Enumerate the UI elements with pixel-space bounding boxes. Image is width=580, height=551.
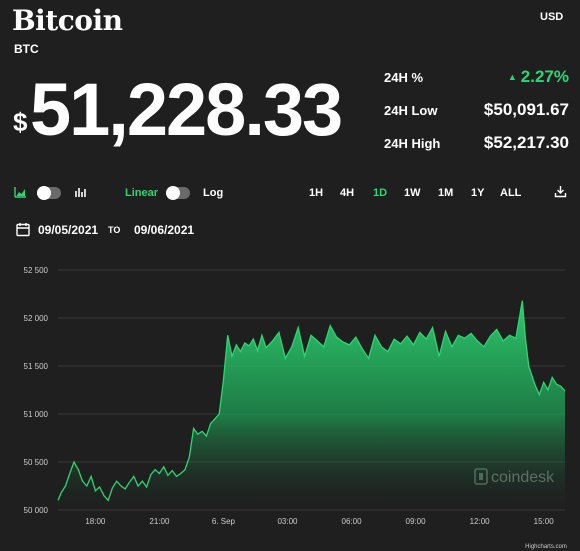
x-tick-label: 03:00 <box>277 517 298 526</box>
watermark-text: coindesk <box>491 469 555 486</box>
x-tick-label: 6. Sep <box>212 517 236 526</box>
area-chart-icon[interactable] <box>14 185 27 203</box>
download-icon[interactable] <box>554 185 567 203</box>
range-1d[interactable]: 1D <box>373 187 388 199</box>
price-currency-sign: $ <box>13 107 28 137</box>
coindesk-watermark: coindesk <box>474 468 555 486</box>
date-to-label: TO <box>108 225 121 235</box>
scale-log[interactable]: Log <box>203 187 224 199</box>
low-value: $50,091.67 <box>483 100 569 119</box>
bar-chart-icon[interactable] <box>74 185 86 203</box>
current-price: 51,228.33 <box>30 68 343 151</box>
price-area <box>58 300 565 510</box>
scale-linear[interactable]: Linear <box>125 187 159 199</box>
price-chart[interactable]: 50 000 50 500 51 000 51 500 52 000 52 500 18:… <box>0 255 580 551</box>
x-tick-label: 15:00 <box>534 517 555 526</box>
y-tick-label: 52 000 <box>24 314 49 323</box>
range-1h[interactable]: 1H <box>309 187 324 199</box>
asset-title: Bitcoin <box>12 4 123 37</box>
range-1w[interactable]: 1W <box>404 187 421 199</box>
scale-toggle[interactable] <box>166 186 190 200</box>
date-from[interactable]: 09/05/2021 <box>38 223 99 237</box>
y-tick-label: 51 500 <box>24 362 49 371</box>
up-triangle-icon: ▲ <box>507 72 517 82</box>
x-tick-label: 09:00 <box>406 517 427 526</box>
x-tick-label: 21:00 <box>149 517 170 526</box>
x-tick-label: 18:00 <box>85 517 106 526</box>
y-axis: 50 000 50 500 51 000 51 500 52 000 52 500 <box>24 266 49 515</box>
range-1y[interactable]: 1Y <box>471 187 485 199</box>
low-label: 24H Low <box>384 103 438 118</box>
date-to[interactable]: 09/06/2021 <box>134 223 195 237</box>
chart-type-toggle[interactable] <box>37 186 61 200</box>
y-tick-label: 50 500 <box>24 458 49 467</box>
high-value: $52,217.30 <box>483 133 569 152</box>
price-line <box>57 300 566 502</box>
toggle-knob <box>37 186 51 200</box>
x-axis: 18:00 21:00 6. Sep 03:00 06:00 09:00 12:00 15:0… <box>85 517 554 526</box>
toggle-knob <box>166 186 180 200</box>
change-percent: 2.27% <box>520 67 569 86</box>
calendar-icon[interactable] <box>16 222 30 242</box>
range-all[interactable]: ALL <box>500 187 522 199</box>
asset-symbol: BTC <box>14 42 39 56</box>
y-tick-label: 52 500 <box>24 266 49 275</box>
x-tick-label: 12:00 <box>470 517 491 526</box>
x-tick-label: 06:00 <box>342 517 363 526</box>
high-label: 24H High <box>384 136 441 151</box>
range-4h[interactable]: 4H <box>340 187 355 199</box>
range-1m[interactable]: 1M <box>438 187 454 199</box>
change-value: ▲ 2.27% <box>508 67 569 87</box>
currency-selector[interactable]: USD <box>540 11 564 23</box>
y-tick-label: 51 000 <box>24 410 49 419</box>
highcharts-credit[interactable]: Highcharts.com <box>525 544 567 550</box>
y-tick-label: 50 000 <box>24 506 49 515</box>
change-label: 24H % <box>384 70 424 85</box>
